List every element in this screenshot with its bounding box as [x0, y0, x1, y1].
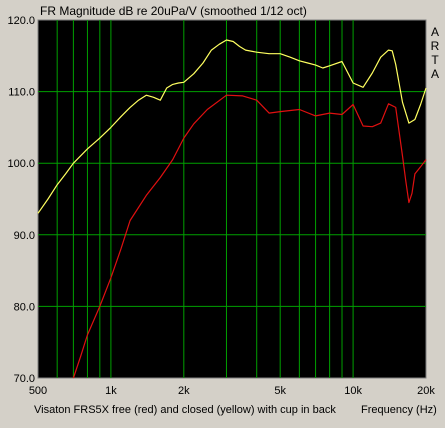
x-tick-label: 10k: [344, 385, 362, 397]
chart-title: FR Magnitude dB re 20uPa/V (smoothed 1/1…: [40, 4, 307, 18]
axis-ticks: 70.0 80.0 90.0 100.0 110.0 120.0 500 1k 2k 5k 10k 2…: [7, 15, 435, 397]
series-line-yellow: [37, 39, 427, 214]
y-tick-label: 70.0: [14, 373, 35, 385]
x-tick-label: 20k: [417, 385, 435, 397]
brand-letter: A: [431, 25, 439, 39]
series-lines: [37, 39, 427, 379]
x-axis-unit: Frequency (Hz): [361, 404, 437, 416]
series-line-red: [72, 94, 427, 379]
x-tick-label: 5k: [274, 385, 286, 397]
brand-letter: R: [431, 39, 440, 53]
y-tick-label: 100.0: [7, 158, 35, 170]
brand-letter: A: [431, 67, 439, 81]
chart-caption: Visaton FRS5X free (red) and closed (yel…: [34, 404, 336, 416]
y-tick-label: 110.0: [8, 87, 35, 99]
y-tick-label: 80.0: [14, 301, 35, 313]
x-tick-label: 500: [29, 385, 47, 397]
y-tick-label: 90.0: [14, 230, 35, 242]
grid-lines: [38, 20, 426, 378]
y-tick-label: 120.0: [7, 15, 35, 27]
brand-letter: T: [431, 53, 439, 67]
x-tick-label: 1k: [105, 385, 117, 397]
x-tick-label: 2k: [178, 385, 190, 397]
plot-area: [37, 19, 427, 379]
